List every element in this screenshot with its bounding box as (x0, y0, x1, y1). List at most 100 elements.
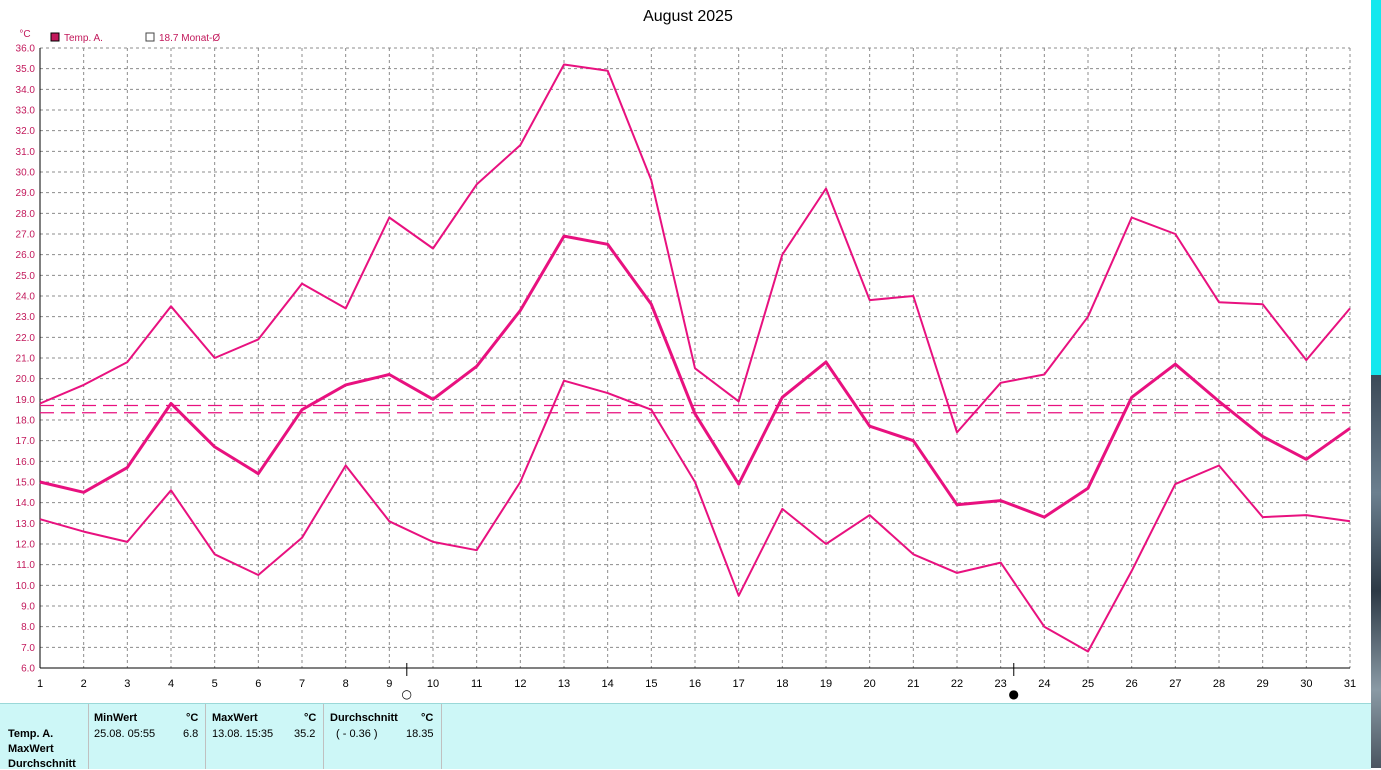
y-tick-label: 23.0 (16, 312, 36, 323)
y-tick-label: 10.0 (16, 581, 36, 592)
moon-phase-icon: ● (1009, 687, 1019, 701)
min-value: 6.8 (183, 728, 199, 740)
y-axis-unit: °C (19, 29, 30, 40)
stats-divider (205, 704, 206, 769)
y-tick-label: 24.0 (16, 292, 36, 303)
x-tick-label: 5 (212, 678, 218, 690)
background-window-photo (1371, 375, 1381, 768)
temperature-chart: August 2025 °C Temp. A. 18.7 Monat-Ø 6.0… (16, 8, 1357, 701)
series-line-max (39, 63, 1351, 434)
y-tick-label: 31.0 (16, 147, 36, 158)
x-tick-label: 29 (1257, 678, 1269, 690)
y-tick-label: 25.0 (16, 271, 36, 282)
x-tick-label: 22 (951, 678, 963, 690)
y-tick-label: 12.0 (16, 540, 36, 551)
stats-row-label-max: MaxWert (8, 743, 54, 755)
x-tick-label: 16 (689, 678, 701, 690)
legend-label-temp: Temp. A. (64, 33, 103, 44)
background-window-cyan (1371, 0, 1381, 375)
moon-phase-markers: ○ ● (402, 663, 1019, 701)
max-header: MaxWert (212, 712, 258, 724)
x-tick-label: 11 (471, 678, 482, 690)
y-tick-label: 34.0 (16, 85, 36, 96)
x-tick-label: 24 (1038, 678, 1050, 690)
x-axis-ticks: 1 2 3 4 5 6 7 8 9 10 11 12 13 14 15 16 17 18 19 20 21 22 23 24 2… (37, 678, 1356, 690)
x-tick-label: 25 (1082, 678, 1094, 690)
x-tick-label: 15 (645, 678, 657, 690)
y-tick-label: 13.0 (16, 519, 36, 530)
max-unit: °C (304, 712, 317, 724)
y-tick-label: 8.0 (21, 622, 35, 633)
min-unit: °C (186, 712, 199, 724)
x-tick-label: 28 (1213, 678, 1225, 690)
chart-title: August 2025 (643, 8, 733, 25)
x-tick-label: 27 (1169, 678, 1181, 690)
x-tick-label: 26 (1126, 678, 1138, 690)
x-tick-label: 3 (124, 678, 130, 690)
y-tick-label: 11.0 (16, 560, 35, 571)
x-tick-label: 9 (386, 678, 392, 690)
min-header: MinWert (94, 712, 138, 724)
legend-marker-average (145, 32, 155, 42)
x-tick-label: 14 (602, 678, 614, 690)
background-window-edge (1371, 0, 1381, 768)
x-tick-label: 20 (864, 678, 876, 690)
legend-marker-temp (50, 32, 60, 42)
stats-divider (323, 704, 324, 769)
y-tick-label: 29.0 (16, 188, 36, 199)
y-tick-label: 22.0 (16, 333, 36, 344)
stats-row-label-temp: Temp. A. (8, 728, 54, 740)
x-tick-label: 23 (995, 678, 1007, 690)
stats-divider (88, 704, 89, 769)
x-tick-label: 18 (776, 678, 788, 690)
x-tick-label: 1 (37, 678, 43, 690)
stats-divider (441, 704, 442, 769)
y-tick-label: 15.0 (16, 478, 36, 489)
x-tick-label: 4 (168, 678, 174, 690)
x-tick-label: 19 (820, 678, 832, 690)
y-tick-label: 32.0 (16, 126, 36, 137)
max-date: 13.08. 15:35 (212, 728, 274, 740)
moon-phase-icon: ○ (402, 687, 412, 701)
y-tick-label: 9.0 (21, 602, 35, 613)
min-date: 25.08. 05:55 (94, 728, 156, 740)
legend-label-average: 18.7 Monat-Ø (159, 33, 220, 44)
y-tick-label: 30.0 (16, 168, 36, 179)
y-tick-label: 35.0 (16, 64, 36, 75)
avg-delta: ( - 0.36 ) (336, 728, 378, 740)
y-tick-label: 16.0 (16, 457, 36, 468)
series-line-min (39, 379, 1351, 653)
chart-grid (39, 47, 1351, 669)
y-tick-label: 6.0 (21, 664, 35, 675)
avg-unit: °C (421, 712, 434, 724)
y-tick-label: 26.0 (16, 250, 36, 261)
y-tick-label: 20.0 (16, 374, 36, 385)
x-tick-label: 8 (343, 678, 349, 690)
avg-value: 18.35 (406, 728, 434, 740)
x-tick-label: 13 (558, 678, 570, 690)
y-tick-label: 36.0 (16, 44, 36, 55)
stats-row-label-avg: Durchschnitt (8, 758, 76, 770)
x-tick-label: 6 (255, 678, 261, 690)
x-tick-label: 17 (733, 678, 745, 690)
x-tick-label: 21 (907, 678, 919, 690)
series-lines (39, 63, 1351, 653)
x-tick-label: 31 (1344, 678, 1356, 690)
statistics-panel: Temp. A. MaxWert Durchschnitt MinWert °C… (0, 703, 1371, 770)
y-tick-label: 28.0 (16, 209, 36, 220)
y-axis-ticks: 6.0 7.0 8.0 9.0 10.0 11.0 12.0 13.0 14.0 15.0 16.0… (16, 44, 36, 675)
y-tick-label: 14.0 (16, 498, 36, 509)
y-tick-label: 17.0 (16, 436, 36, 447)
y-tick-label: 21.0 (16, 354, 36, 365)
y-tick-label: 18.0 (16, 416, 36, 427)
x-tick-label: 7 (299, 678, 305, 690)
chart-legend: Temp. A. 18.7 Monat-Ø (50, 32, 220, 44)
x-tick-label: 2 (81, 678, 87, 690)
avg-header: Durchschnitt (330, 712, 398, 724)
y-tick-label: 33.0 (16, 106, 36, 117)
series-line-mean (39, 234, 1351, 519)
y-tick-label: 27.0 (16, 230, 36, 241)
y-tick-label: 19.0 (16, 395, 36, 406)
y-tick-label: 7.0 (21, 643, 35, 654)
x-tick-label: 12 (514, 678, 526, 690)
